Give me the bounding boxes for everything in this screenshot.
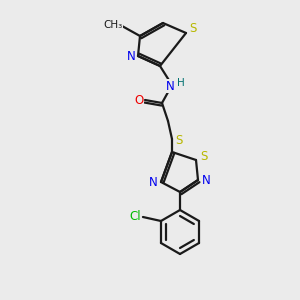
Text: N: N [166, 80, 174, 92]
Text: O: O [134, 94, 144, 106]
Text: N: N [202, 173, 210, 187]
Text: CH₃: CH₃ [103, 20, 123, 30]
Text: H: H [177, 78, 185, 88]
Text: Cl: Cl [129, 211, 141, 224]
Text: S: S [200, 149, 208, 163]
Text: N: N [127, 50, 135, 62]
Text: N: N [148, 176, 158, 188]
Text: S: S [189, 22, 197, 35]
Text: S: S [175, 134, 183, 146]
